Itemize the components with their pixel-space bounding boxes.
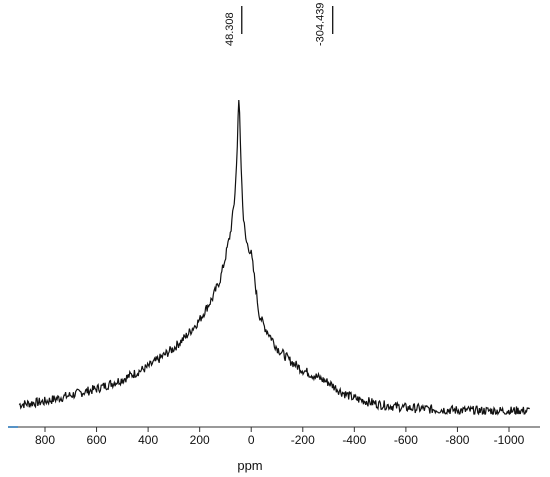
- x-tick-label: -600: [394, 433, 418, 447]
- spectrum-line: [18, 99, 531, 416]
- x-tick-label: 400: [138, 433, 158, 447]
- x-tick-label: 800: [35, 433, 55, 447]
- peak-label-text: -304.439: [315, 3, 327, 46]
- x-tick-label: 0: [248, 433, 255, 447]
- x-tick-label: -400: [342, 433, 366, 447]
- x-axis-ticks: 800 600 400 200 0 -200 -400 -600 -800 -1000: [35, 427, 525, 447]
- x-tick-label: -200: [291, 433, 315, 447]
- x-tick-label: 600: [87, 433, 107, 447]
- peak-label: 48.308: [224, 6, 243, 46]
- x-axis-label: ppm: [237, 458, 262, 473]
- peak-label-text: 48.308: [224, 12, 236, 46]
- peak-labels: 48.308 -304.439: [224, 3, 334, 46]
- x-tick-label: 200: [190, 433, 210, 447]
- x-tick-label: -1000: [494, 433, 525, 447]
- x-tick-label: -800: [445, 433, 469, 447]
- peak-label: -304.439: [315, 3, 334, 46]
